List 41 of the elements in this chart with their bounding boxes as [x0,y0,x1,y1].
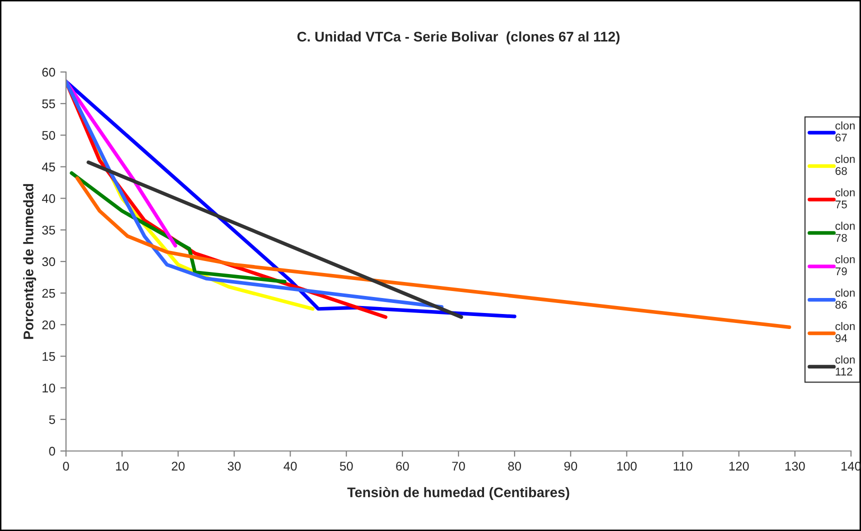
y-tick-label: 40 [42,194,56,203]
x-tick-label: 80 [508,462,522,471]
x-tick-label: 40 [284,462,297,471]
legend-label: clon 75 [835,188,855,208]
legend-label: clon 79 [835,255,855,276]
x-tick-label: 20 [172,462,185,471]
x-axis-title: Tensiòn de humedad (Centibares) [347,486,570,500]
y-tick-label: 60 [42,68,56,77]
x-tick-label: 130 [785,462,805,471]
x-tick-label: 30 [228,462,241,471]
line-series [70,171,286,284]
x-tick-label: 50 [340,462,353,471]
x-tick-label: 110 [674,462,692,471]
y-tick-label: 10 [42,384,56,392]
y-tick-label: 50 [42,130,56,140]
y-tick-label: 0 [49,446,56,456]
x-tick-label: 70 [452,462,465,471]
x-tick-label: 0 [63,462,69,471]
x-tick-label: 10 [116,462,129,471]
x-tick-label: 100 [617,462,637,471]
line-series [66,80,444,309]
x-tick-label: 120 [729,462,749,471]
y-tick-label: 30 [42,257,56,266]
y-tick-label: 35 [42,226,56,235]
legend-label: clon 112 [835,355,855,376]
x-tick-label: 90 [564,462,578,471]
legend-label: clon 86 [835,288,855,309]
legend-label: clon 94 [835,322,855,342]
legend-label: clon 68 [835,154,855,175]
chart-title: C. Unidad VTCa - Serie Bolivar (clones 67 al 112) [297,31,620,44]
y-tick-label: 20 [42,320,56,330]
y-axis-title: Porcentaje de humedad [23,184,36,339]
legend-label: clon 78 [835,222,855,242]
y-tick-label: 25 [42,288,56,298]
x-tick-label: 60 [396,462,409,471]
y-tick-label: 15 [42,352,56,361]
legend-label: clon 67 [835,121,855,142]
line-series [75,176,792,329]
y-tick-label: 45 [42,162,56,172]
y-tick-label: 5 [49,415,56,424]
y-tick-label: 55 [42,100,56,108]
